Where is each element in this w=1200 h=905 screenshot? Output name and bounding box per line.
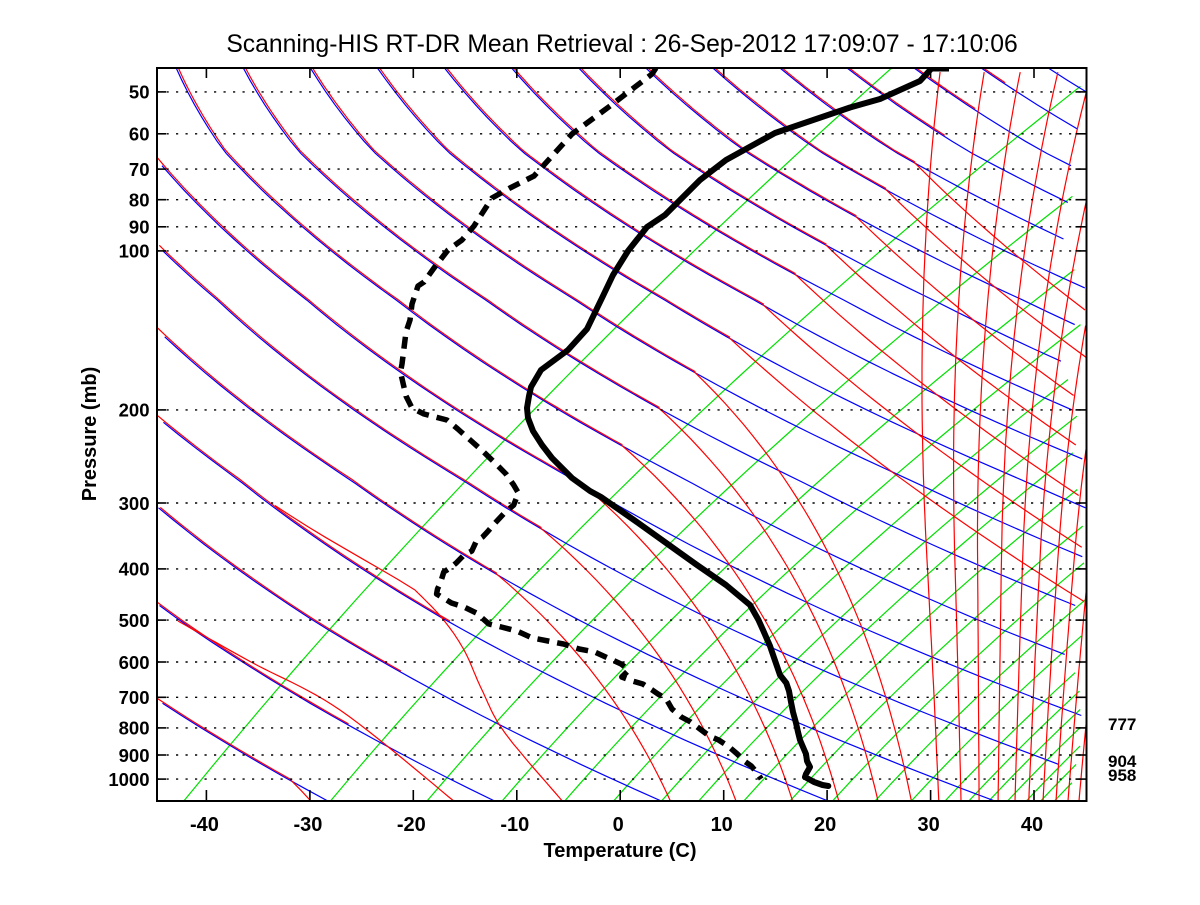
svg-text:80: 80: [129, 190, 150, 211]
svg-text:100: 100: [119, 241, 150, 262]
svg-text:200: 200: [119, 400, 150, 421]
svg-text:50: 50: [129, 82, 150, 103]
svg-text:400: 400: [119, 559, 150, 580]
svg-text:Temperature (C): Temperature (C): [544, 840, 697, 862]
svg-text:1000: 1000: [108, 769, 149, 790]
svg-text:800: 800: [119, 718, 150, 739]
svg-text:0: 0: [613, 814, 624, 836]
svg-text:500: 500: [119, 610, 150, 631]
svg-text:904: 904: [1108, 752, 1137, 771]
svg-text:60: 60: [129, 124, 150, 145]
svg-text:300: 300: [119, 493, 150, 514]
svg-text:-20: -20: [397, 814, 426, 836]
svg-text:-10: -10: [500, 814, 529, 836]
svg-text:958: 958: [1108, 766, 1136, 785]
svg-text:-40: -40: [190, 814, 219, 836]
svg-text:777: 777: [1108, 715, 1136, 734]
svg-text:700: 700: [119, 687, 150, 708]
svg-text:90: 90: [129, 217, 150, 238]
svg-text:30: 30: [917, 814, 939, 836]
svg-text:70: 70: [129, 159, 150, 180]
svg-text:Pressure (mb): Pressure (mb): [79, 367, 101, 502]
svg-text:-30: -30: [293, 814, 322, 836]
svg-text:900: 900: [119, 745, 150, 766]
svg-text:20: 20: [814, 814, 836, 836]
svg-text:Scanning-HIS RT-DR Mean Retrie: Scanning-HIS RT-DR Mean Retrieval : 26-S…: [226, 31, 1017, 58]
svg-text:40: 40: [1021, 814, 1043, 836]
svg-text:10: 10: [711, 814, 733, 836]
svg-text:600: 600: [119, 652, 150, 673]
